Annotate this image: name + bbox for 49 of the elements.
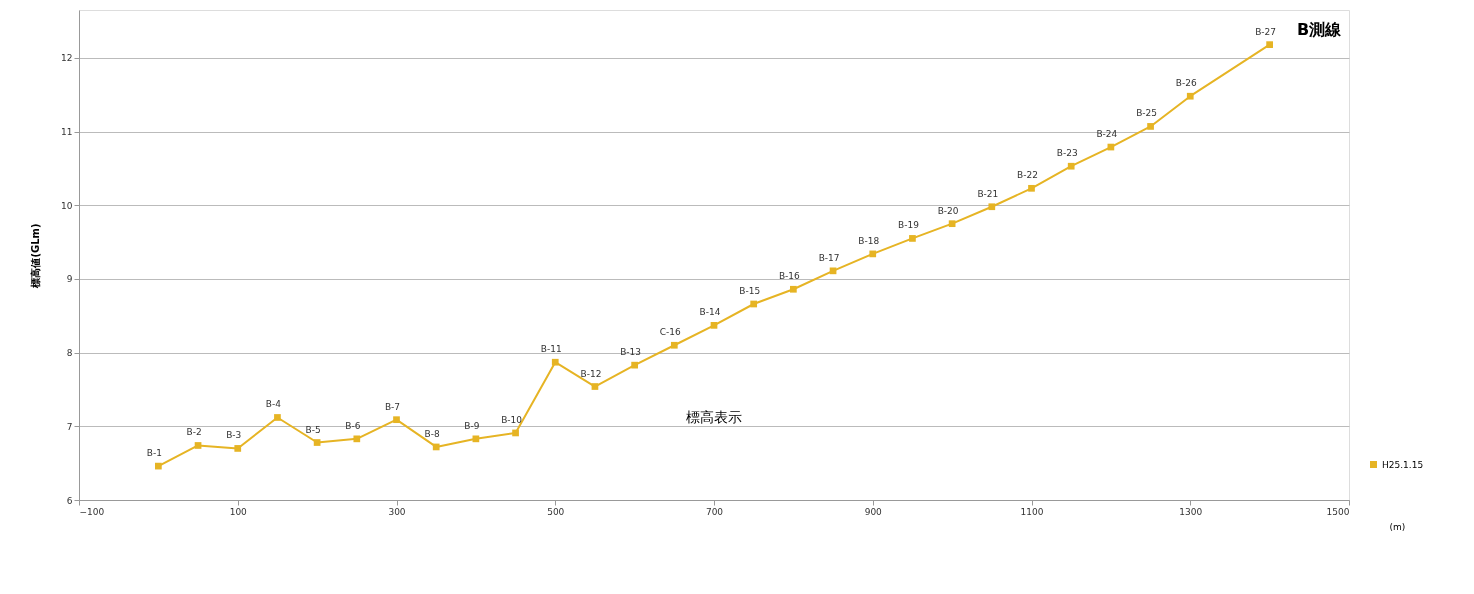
annotation: B-6 (345, 420, 361, 431)
annotation: 標高表示 (686, 409, 742, 425)
annotation: B-14 (699, 307, 721, 318)
annotation: B-24 (1096, 129, 1118, 140)
annotation: B-25 (1136, 108, 1157, 119)
annotation: B-10 (501, 414, 523, 425)
annotation: B-26 (1175, 78, 1197, 89)
y-tick-label: 11 (61, 127, 73, 138)
x-tick-label: 900 (864, 506, 883, 517)
x-tick-label: 1300 (1179, 506, 1203, 517)
annotation: B-4 (265, 399, 282, 410)
x-tick-label: 1500 (1326, 506, 1350, 517)
x-tick-label: 100 (229, 506, 248, 517)
annotation: B-12 (580, 368, 602, 379)
annotation: B-19 (898, 220, 920, 231)
annotation: C-16 (659, 327, 682, 338)
x-tick-label: 700 (705, 506, 724, 517)
annotation: B-5 (305, 424, 321, 435)
annotation: B-27 (1255, 26, 1277, 37)
annotation: B-8 (424, 428, 441, 439)
y-tick-label: 6 (66, 495, 73, 506)
annotation: B-18 (858, 235, 880, 246)
annotation: B-9 (464, 420, 480, 431)
y-tick-label: 7 (66, 421, 73, 432)
annotation: B-22 (1017, 170, 1038, 181)
annotation: B-23 (1056, 148, 1078, 159)
annotation: B-13 (620, 347, 642, 358)
x-tick-label: 1100 (1020, 506, 1044, 517)
annotation: B-15 (739, 286, 761, 296)
annotation: B-7 (384, 401, 401, 412)
annotation: B-17 (818, 252, 840, 263)
x-tick-label: 500 (547, 506, 565, 517)
annotation: B-16 (778, 271, 801, 282)
annotation: B-11 (540, 344, 562, 355)
y-tick-label: 10 (61, 200, 73, 211)
annotation: B測線 (1296, 20, 1343, 39)
y-axis-title: 標高値(GLm) (30, 223, 42, 289)
y-tick-label: 8 (66, 348, 73, 359)
y-tick-label: 12 (61, 53, 73, 64)
annotation: B-3 (226, 430, 242, 441)
y-tick-label: 9 (66, 274, 73, 285)
annotation: B-20 (937, 205, 959, 216)
annotation: B-21 (977, 188, 999, 199)
x-tick-label: 300 (388, 506, 406, 517)
x-axis-title: (m) (1389, 521, 1406, 532)
legend-label: H25.1.15 (1382, 459, 1424, 470)
annotation: B-2 (186, 427, 202, 438)
annotation: B-1 (146, 448, 162, 459)
x-tick-label: −100 (79, 506, 105, 517)
